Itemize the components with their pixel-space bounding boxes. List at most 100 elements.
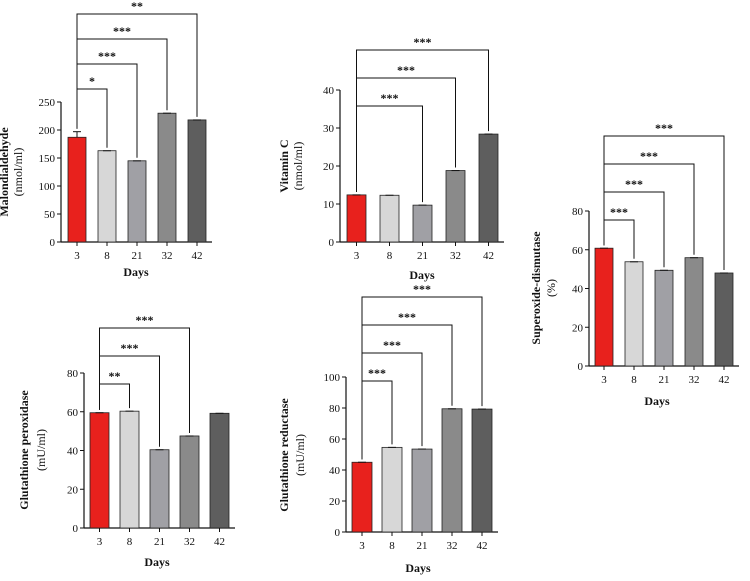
y-tick-label: 60 [67, 407, 79, 419]
panel-1: 0 50 100 150 200 250 3 8 21 32 42 Days Malondialdehy… [0, 0, 212, 279]
bar-day-8 [119, 410, 140, 529]
y-axis-unit: (nmol/ml) [291, 142, 305, 191]
x-tick-label: 32 [447, 540, 458, 552]
bar-day-21 [127, 160, 147, 243]
significance-label: * [89, 74, 95, 88]
bar-day-8 [379, 194, 400, 243]
x-tick-label: 8 [389, 540, 395, 552]
y-tick-label: 40 [67, 446, 79, 458]
x-tick-label: 21 [417, 540, 428, 552]
bar-day-32 [441, 408, 463, 533]
x-tick-label: 21 [417, 250, 428, 262]
x-axis-title: Days [405, 561, 431, 575]
x-tick-label: 32 [689, 374, 700, 386]
y-tick-label: 60 [572, 245, 584, 257]
significance-bracket [603, 135, 725, 270]
bar-day-3 [351, 461, 373, 533]
x-tick-label: 3 [359, 540, 365, 552]
significance-label: *** [98, 49, 116, 63]
significance-label: *** [414, 35, 432, 49]
y-axis-title: Superoxide-dismutase [529, 231, 543, 345]
bar-day-42 [187, 119, 207, 243]
y-tick-label: 0 [73, 523, 79, 535]
significance-label: *** [655, 121, 673, 135]
significance-label: *** [121, 341, 139, 355]
x-tick-label: 3 [74, 250, 80, 262]
bar-day-32 [179, 435, 200, 529]
bar-day-21 [654, 269, 674, 367]
x-tick-label: 42 [477, 540, 488, 552]
bar-day-32 [684, 257, 704, 367]
x-tick-label: 42 [214, 536, 225, 548]
y-tick-label: 40 [323, 85, 335, 97]
y-axis-title: Glutathione reductase [277, 398, 291, 512]
y-tick-label: 80 [329, 403, 341, 415]
y-tick-label: 150 [39, 153, 56, 165]
y-tick-label: 200 [39, 125, 56, 137]
y-tick-label: 0 [578, 361, 584, 373]
significance-label: *** [625, 177, 643, 191]
x-tick-label: 3 [97, 536, 103, 548]
y-tick-label: 50 [44, 209, 56, 221]
bar-day-21 [149, 449, 170, 529]
significance-label: *** [383, 338, 401, 352]
y-tick-label: 80 [572, 206, 584, 218]
significance-label: *** [413, 282, 431, 296]
bar-day-21 [412, 204, 433, 243]
y-tick-label: 0 [335, 527, 341, 539]
x-tick-label: 21 [154, 536, 165, 548]
bar-day-32 [157, 112, 177, 243]
panel-5: 0 20 40 60 80 100 3 8 21 32 42 Days Glutathione redu… [277, 282, 498, 575]
y-axis-unit: (mU/ml) [34, 429, 48, 471]
x-tick-label: 8 [127, 536, 133, 548]
x-tick-label: 3 [601, 374, 607, 386]
bar-day-8 [381, 446, 403, 533]
y-axis-unit: (%) [544, 279, 558, 297]
y-axis-title: Malondialdehyde [0, 127, 11, 217]
x-tick-label: 32 [162, 250, 173, 262]
y-tick-label: 60 [329, 434, 341, 446]
x-tick-label: 8 [631, 374, 637, 386]
x-tick-label: 8 [104, 250, 110, 262]
y-tick-label: 20 [572, 322, 584, 334]
significance-label: *** [398, 310, 416, 324]
x-axis-title: Days [409, 268, 435, 282]
x-tick-label: 8 [387, 250, 393, 262]
significance-bracket [99, 327, 190, 433]
y-tick-label: 0 [329, 237, 335, 249]
bar-day-8 [97, 150, 117, 243]
x-tick-label: 21 [659, 374, 670, 386]
x-axis-title: Days [644, 394, 670, 408]
y-tick-label: 250 [39, 97, 56, 109]
significance-label: ** [131, 0, 143, 13]
significance-label: *** [136, 313, 154, 327]
y-tick-label: 20 [67, 484, 79, 496]
y-tick-label: 100 [39, 181, 56, 193]
significance-label: *** [368, 366, 386, 380]
x-tick-label: 32 [184, 536, 195, 548]
bar-day-21 [411, 448, 433, 533]
bar-day-3 [89, 412, 110, 529]
significance-bracket [356, 77, 456, 192]
y-tick-label: 100 [324, 372, 341, 384]
bar-day-8 [624, 261, 644, 367]
bar-day-42 [714, 272, 734, 367]
y-tick-label: 40 [572, 284, 584, 296]
significance-bracket [76, 13, 198, 129]
panel-3: 0 20 40 60 80 3 8 21 32 42 Days Superoxide-dismutas… [529, 121, 739, 408]
y-axis-unit: (mU/ml) [293, 434, 307, 476]
y-tick-label: 20 [323, 161, 335, 173]
y-axis-unit: (nmol/ml) [11, 148, 25, 197]
bar-day-42 [209, 412, 230, 529]
significance-bracket [99, 383, 130, 410]
significance-bracket [356, 105, 423, 203]
significance-label: ** [109, 369, 121, 383]
significance-label: *** [381, 91, 399, 105]
bar-day-42 [478, 133, 499, 243]
significance-label: *** [397, 63, 415, 77]
x-tick-label: 3 [354, 250, 360, 262]
x-tick-label: 21 [132, 250, 143, 262]
bar-day-3 [67, 136, 87, 243]
y-tick-label: 40 [329, 465, 341, 477]
